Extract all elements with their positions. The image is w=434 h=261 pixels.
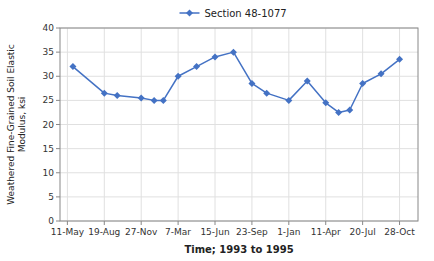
point xyxy=(285,97,292,104)
x-tick-label: 15-Jun xyxy=(200,227,229,237)
point xyxy=(396,56,403,63)
point xyxy=(359,80,366,87)
grid-line xyxy=(60,52,418,53)
grid-line xyxy=(60,124,418,125)
y-tick xyxy=(56,100,60,101)
plot-frame xyxy=(60,28,418,221)
point xyxy=(175,73,182,80)
y-tick-label: 25 xyxy=(43,95,54,105)
point xyxy=(248,80,255,87)
x-tick-label: 27-Nov xyxy=(125,227,158,237)
legend-label: Section 48-1077 xyxy=(205,8,287,19)
x-tick xyxy=(325,221,326,225)
x-tick-label: 23-Sep xyxy=(236,227,268,237)
y-tick-label: 0 xyxy=(48,216,54,226)
point xyxy=(101,90,108,97)
point xyxy=(230,49,237,56)
x-tick-label: 19-Aug xyxy=(88,227,120,237)
x-tick xyxy=(288,221,289,225)
point xyxy=(193,63,200,70)
grid-line xyxy=(362,28,363,221)
point xyxy=(160,97,167,104)
grid-line xyxy=(104,28,105,221)
point xyxy=(138,94,145,101)
x-tick-label: 11-Apr xyxy=(311,227,341,237)
point xyxy=(346,107,353,114)
x-axis-label: Time; 1993 to 1995 xyxy=(184,244,293,255)
chart: 0 5 10 15 20 25 30 35 40 11-May19-Aug 27-Nov 7-Mar 1… xyxy=(0,0,434,261)
grid xyxy=(60,28,418,221)
legend-marker xyxy=(186,10,193,17)
y-tick xyxy=(56,52,60,53)
point xyxy=(322,99,329,106)
y-tick-label: 5 xyxy=(48,192,54,202)
x-tick-label: 20-Jul xyxy=(350,227,376,237)
grid-line xyxy=(60,172,418,173)
y-tick-label: 40 xyxy=(43,23,55,33)
grid-line xyxy=(325,28,326,221)
x-tick-label: 1-Jan xyxy=(277,227,300,237)
x-tick xyxy=(215,221,216,225)
x-tick xyxy=(399,221,400,225)
point xyxy=(114,92,121,99)
point xyxy=(378,70,385,77)
x-tick xyxy=(104,221,105,225)
point xyxy=(212,53,219,60)
point xyxy=(335,109,342,116)
point xyxy=(304,78,311,85)
grid-line xyxy=(60,196,418,197)
grid-line xyxy=(67,28,68,221)
y-axis-label: Weathered Fine-Grained Soil ElasticModul… xyxy=(6,44,27,205)
y-tick-label: 30 xyxy=(43,71,55,81)
grid-line xyxy=(60,148,418,149)
axes: 0 5 10 15 20 25 30 35 40 11-May19-Aug 27-Nov 7-Mar 1… xyxy=(43,23,416,237)
y-tick xyxy=(56,172,60,173)
y-tick xyxy=(56,28,60,29)
point xyxy=(263,90,270,97)
x-tick xyxy=(362,221,363,225)
x-tick-label: 11-May xyxy=(51,227,85,237)
y-tick-label: 20 xyxy=(43,120,55,130)
point xyxy=(69,63,76,70)
x-tick-label: 7-Mar xyxy=(165,227,191,237)
y-tick-label: 15 xyxy=(43,144,54,154)
background xyxy=(0,0,434,261)
y-tick xyxy=(56,76,60,77)
x-tick xyxy=(178,221,179,225)
data xyxy=(69,49,403,116)
grid-line xyxy=(178,28,179,221)
x-tick xyxy=(141,221,142,225)
y-tick xyxy=(56,124,60,125)
y-tick xyxy=(56,221,60,222)
legend: Section 48-1077 xyxy=(180,8,287,19)
y-tick xyxy=(56,196,60,197)
y-tick-label: 10 xyxy=(43,168,55,178)
line xyxy=(73,52,400,112)
x-tick xyxy=(67,221,68,225)
y-tick xyxy=(56,148,60,149)
grid-line xyxy=(60,76,418,77)
point xyxy=(151,97,158,104)
x-tick xyxy=(251,221,252,225)
grid-line xyxy=(251,28,252,221)
y-tick-label: 35 xyxy=(43,47,54,57)
grid-line xyxy=(288,28,289,221)
grid-line xyxy=(60,100,418,101)
grid-line xyxy=(141,28,142,221)
x-tick-label: 28-Oct xyxy=(384,227,415,237)
